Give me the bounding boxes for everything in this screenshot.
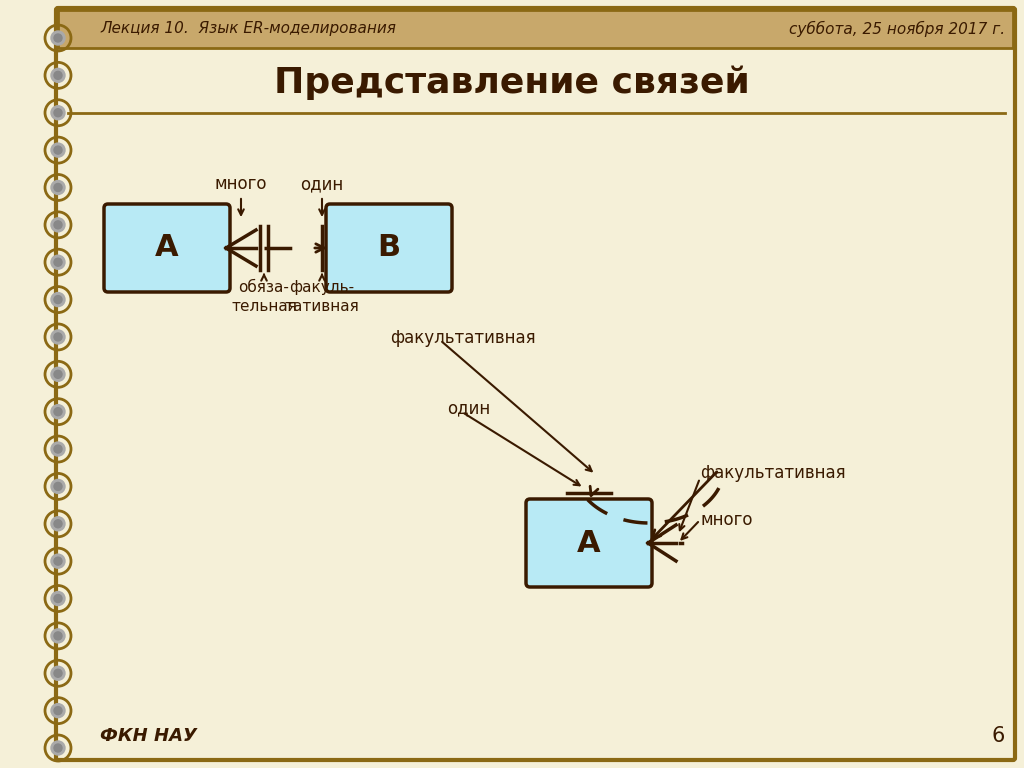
- FancyBboxPatch shape: [104, 204, 230, 292]
- Circle shape: [51, 106, 65, 120]
- Circle shape: [51, 180, 65, 194]
- Circle shape: [54, 744, 62, 752]
- Circle shape: [54, 34, 62, 42]
- Text: Лекция 10.  Язык ER-моделирования: Лекция 10. Язык ER-моделирования: [100, 22, 396, 37]
- Text: факультативная: факультативная: [700, 464, 846, 482]
- FancyBboxPatch shape: [56, 8, 1015, 760]
- Circle shape: [54, 445, 62, 453]
- Text: А: А: [578, 528, 601, 558]
- Circle shape: [51, 293, 65, 306]
- Circle shape: [54, 482, 62, 491]
- Circle shape: [51, 741, 65, 755]
- Circle shape: [54, 707, 62, 715]
- Circle shape: [54, 370, 62, 379]
- Circle shape: [54, 333, 62, 341]
- Circle shape: [51, 143, 65, 157]
- Text: 6: 6: [991, 726, 1005, 746]
- Circle shape: [51, 405, 65, 419]
- Circle shape: [54, 221, 62, 229]
- Text: обяза-
тельная: обяза- тельная: [231, 280, 297, 313]
- Text: ФКН НАУ: ФКН НАУ: [100, 727, 197, 745]
- Circle shape: [54, 146, 62, 154]
- Bar: [58, 10, 1013, 48]
- Text: много: много: [700, 511, 753, 529]
- Circle shape: [54, 109, 62, 117]
- Circle shape: [51, 517, 65, 531]
- Circle shape: [54, 594, 62, 603]
- Circle shape: [54, 258, 62, 266]
- Circle shape: [54, 408, 62, 415]
- Circle shape: [51, 591, 65, 605]
- Circle shape: [54, 669, 62, 677]
- Text: В: В: [378, 233, 400, 263]
- Text: один: один: [447, 399, 490, 417]
- Circle shape: [51, 554, 65, 568]
- Circle shape: [51, 367, 65, 382]
- Text: один: один: [300, 175, 344, 193]
- Circle shape: [54, 71, 62, 79]
- Circle shape: [54, 520, 62, 528]
- Text: Представление связей: Представление связей: [274, 66, 750, 101]
- Text: много: много: [215, 175, 267, 193]
- Circle shape: [51, 255, 65, 270]
- Circle shape: [54, 296, 62, 303]
- Circle shape: [51, 479, 65, 493]
- Circle shape: [51, 68, 65, 82]
- Text: А: А: [156, 233, 179, 263]
- Circle shape: [51, 703, 65, 717]
- Text: факультативная: факультативная: [390, 329, 536, 347]
- Circle shape: [51, 667, 65, 680]
- Circle shape: [54, 557, 62, 565]
- Text: суббота, 25 ноября 2017 г.: суббота, 25 ноября 2017 г.: [788, 21, 1005, 37]
- Circle shape: [51, 31, 65, 45]
- Circle shape: [51, 330, 65, 344]
- FancyBboxPatch shape: [326, 204, 452, 292]
- Text: факуль-
тативная: факуль- тативная: [285, 280, 359, 313]
- Circle shape: [51, 442, 65, 456]
- Circle shape: [51, 629, 65, 643]
- Circle shape: [54, 184, 62, 191]
- FancyBboxPatch shape: [526, 499, 652, 587]
- Circle shape: [54, 632, 62, 640]
- Circle shape: [51, 218, 65, 232]
